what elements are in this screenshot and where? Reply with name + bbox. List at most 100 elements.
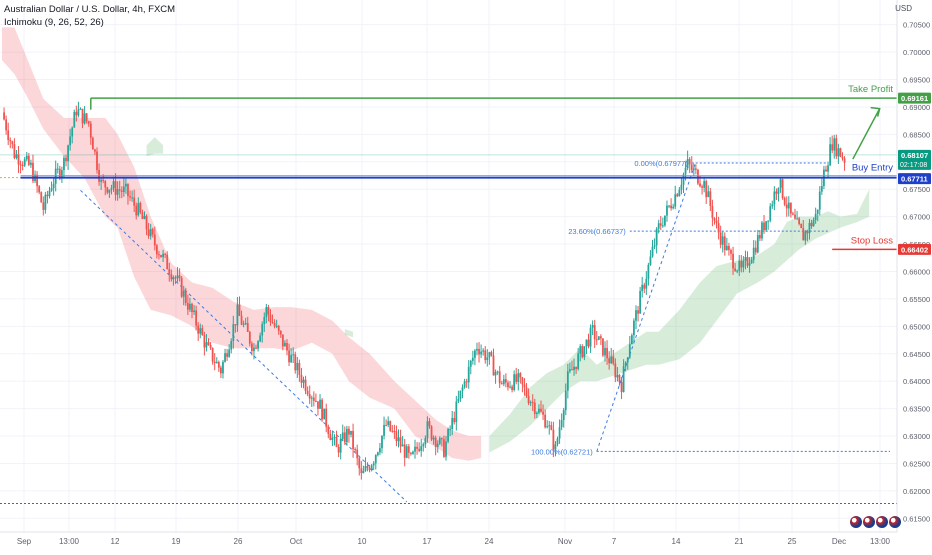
candle-body — [719, 232, 722, 245]
candle — [740, 255, 743, 273]
candle — [711, 199, 714, 227]
candle — [387, 416, 390, 428]
candle-body — [633, 320, 635, 336]
candle-body — [226, 353, 228, 357]
candle-body — [416, 446, 418, 449]
candle-body — [30, 162, 32, 165]
candle — [595, 330, 598, 345]
candle-body — [290, 354, 293, 363]
candle-body — [213, 361, 216, 364]
candle — [610, 348, 613, 364]
candle-body — [89, 123, 92, 138]
candle-body — [106, 187, 109, 193]
candle-body — [513, 374, 516, 390]
candle-body — [678, 189, 681, 197]
time-axis-label: Dec — [832, 537, 846, 546]
region-flags[interactable] — [850, 516, 901, 528]
candle-body — [284, 342, 286, 347]
candle-body — [664, 215, 666, 226]
candle — [587, 333, 590, 349]
candle — [345, 425, 348, 446]
candle — [250, 341, 253, 356]
candle-body — [27, 155, 30, 165]
candle — [89, 120, 92, 145]
candle-body — [327, 426, 330, 435]
candle — [176, 267, 179, 282]
candle-body — [560, 420, 563, 428]
candle-body — [430, 426, 433, 440]
candle — [523, 378, 526, 396]
candle-body — [288, 350, 290, 363]
candle — [719, 225, 722, 249]
candle-body — [620, 382, 623, 392]
candle-body — [608, 358, 611, 364]
candle-body — [459, 390, 462, 399]
candle — [27, 152, 30, 167]
candle-body — [286, 342, 288, 351]
candle — [606, 340, 608, 365]
candle-body — [804, 231, 807, 241]
candle — [571, 360, 573, 371]
candle-body — [348, 428, 350, 435]
candle — [182, 285, 185, 306]
candle — [484, 346, 487, 364]
candle-body — [451, 417, 454, 430]
candle — [300, 367, 303, 388]
candle-body — [319, 399, 321, 409]
candle — [302, 376, 305, 389]
candle-body — [434, 437, 437, 447]
candle-body — [626, 357, 629, 363]
candle-body — [548, 425, 551, 427]
candle-body — [756, 235, 759, 253]
candle-body — [341, 432, 344, 440]
candle-body — [393, 431, 396, 433]
candle — [730, 248, 732, 261]
candle — [643, 282, 646, 294]
stop-loss-label: Stop Loss — [851, 235, 893, 246]
candle — [688, 157, 691, 174]
candle — [765, 221, 767, 232]
candle-body — [69, 136, 72, 146]
candle — [713, 217, 716, 225]
candle — [566, 363, 569, 399]
candle — [209, 341, 212, 350]
candle — [593, 319, 596, 349]
candle-body — [331, 437, 334, 440]
candle — [63, 155, 65, 179]
price-axis-label: 0.64000 — [903, 377, 930, 386]
candle-body — [253, 347, 255, 352]
candle-body — [418, 448, 421, 451]
candle — [329, 429, 332, 441]
candle-body — [364, 466, 367, 471]
candle-body — [199, 328, 202, 334]
candle — [248, 330, 251, 347]
candle — [255, 344, 257, 350]
candle-body — [703, 181, 706, 188]
candle — [116, 181, 119, 201]
candle — [756, 229, 759, 254]
candle-body — [694, 168, 697, 170]
candle — [502, 374, 505, 387]
candle — [453, 411, 456, 425]
candle — [364, 457, 367, 472]
candle-body — [298, 362, 301, 375]
candle-body — [184, 290, 187, 303]
candle — [564, 383, 567, 416]
candle-body — [500, 383, 503, 385]
candle — [616, 367, 619, 382]
candle-body — [579, 346, 582, 354]
candle-body — [643, 284, 646, 289]
candle — [467, 359, 470, 389]
candle-body — [151, 229, 154, 235]
candle-body — [457, 398, 460, 402]
target-arrow-head — [870, 106, 881, 117]
candle — [23, 156, 26, 168]
candle-body — [370, 465, 373, 471]
indicator-label[interactable]: Ichimoku (9, 26, 52, 26) — [4, 17, 104, 28]
price-axis-label: 0.70500 — [903, 21, 930, 30]
take-profit-badge — [898, 92, 931, 104]
symbol-title[interactable]: Australian Dollar / U.S. Dollar, 4h, FXC… — [4, 4, 176, 15]
take-profit-label: Take Profit — [848, 84, 893, 95]
